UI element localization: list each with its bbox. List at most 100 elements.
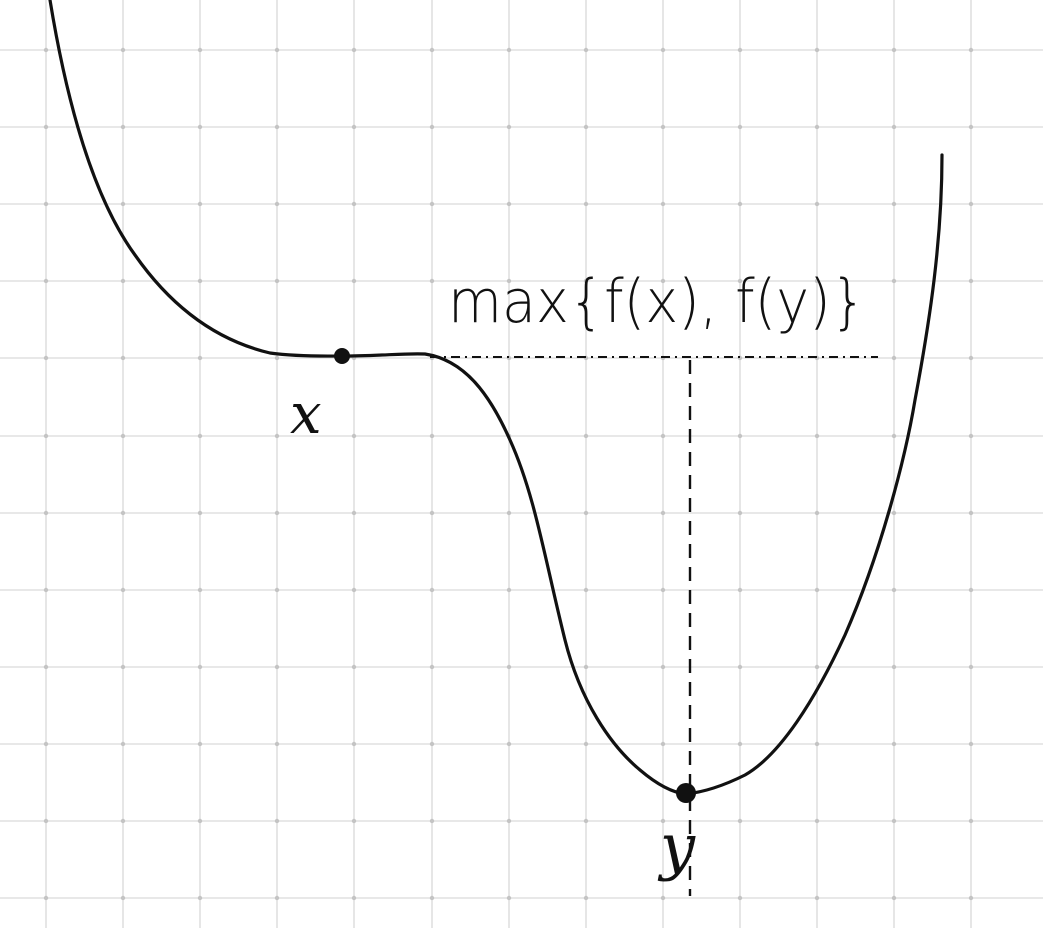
grid-intersection-dot xyxy=(660,664,666,670)
grid-intersection-dot xyxy=(891,741,897,747)
grid-intersection-dot xyxy=(660,278,666,284)
grid-intersection-dot xyxy=(506,510,512,516)
grid-intersection-dot xyxy=(197,47,203,53)
grid-intersection-dot xyxy=(351,124,357,130)
grid-intersection-dot xyxy=(891,510,897,516)
max-annotation-label: max{f(x), f(y)} xyxy=(448,267,866,337)
grid-intersection-dot xyxy=(968,47,974,53)
grid-intersection-dot xyxy=(274,895,280,901)
grid-intersection-dot xyxy=(120,201,126,207)
grid-intersection-dot xyxy=(737,664,743,670)
grid-intersection-dot xyxy=(197,587,203,593)
grid-intersection-dot xyxy=(351,510,357,516)
grid-intersection-dot xyxy=(968,510,974,516)
grid-intersection-dot xyxy=(197,818,203,824)
grid-intersection-dot xyxy=(120,47,126,53)
grid-intersection-dot xyxy=(814,510,820,516)
grid-intersection-dot xyxy=(737,895,743,901)
grid-intersection-dot xyxy=(660,201,666,207)
grid-intersection-dot xyxy=(120,355,126,361)
grid-intersection-dot xyxy=(120,433,126,439)
grid-intersection-dot xyxy=(583,201,589,207)
grid-intersection-dot xyxy=(429,741,435,747)
grid-intersection-dot xyxy=(120,510,126,516)
grid-intersection-dot xyxy=(737,741,743,747)
grid-intersection-dot xyxy=(351,664,357,670)
grid-intersection-dot xyxy=(737,201,743,207)
grid-intersection-dot xyxy=(891,201,897,207)
grid-intersection-dot xyxy=(737,433,743,439)
grid-intersection-dot xyxy=(737,124,743,130)
grid-intersection-dot xyxy=(583,510,589,516)
grid-intersection-dot xyxy=(429,510,435,516)
grid-intersection-dot xyxy=(814,587,820,593)
grid-intersection-dot xyxy=(660,587,666,593)
grid-intersection-dot xyxy=(891,818,897,824)
grid-intersection-dot xyxy=(506,741,512,747)
grid-intersection-dot xyxy=(583,664,589,670)
grid-intersection-dot xyxy=(274,587,280,593)
grid-intersection-dot xyxy=(43,278,49,284)
grid-intersection-dot xyxy=(120,895,126,901)
grid-intersection-dot xyxy=(506,587,512,593)
grid-intersection-dot xyxy=(968,818,974,824)
grid-intersection-dot xyxy=(583,47,589,53)
grid-intersection-dot xyxy=(429,124,435,130)
grid-intersection-dot xyxy=(429,818,435,824)
grid-intersection-dot xyxy=(429,278,435,284)
grid-intersection-dot xyxy=(274,278,280,284)
grid-intersection-dot xyxy=(737,818,743,824)
grid-intersection-dot xyxy=(660,124,666,130)
grid-intersection-dot xyxy=(814,278,820,284)
grid-intersection-dot xyxy=(583,278,589,284)
grid-intersection-dot xyxy=(274,433,280,439)
grid-intersection-dot xyxy=(120,741,126,747)
grid-intersection-dot xyxy=(968,278,974,284)
grid-intersection-dot xyxy=(814,124,820,130)
grid-intersection-dot xyxy=(274,818,280,824)
grid-intersection-dot xyxy=(351,47,357,53)
grid-intersection-dot xyxy=(274,510,280,516)
grid-intersection-dot xyxy=(891,895,897,901)
grid-intersection-dot xyxy=(197,433,203,439)
grid-intersection-dot xyxy=(968,124,974,130)
grid-intersection-dot xyxy=(891,47,897,53)
grid-intersection-dot xyxy=(737,510,743,516)
grid-intersection-dot xyxy=(274,47,280,53)
grid-intersection-dot xyxy=(43,47,49,53)
point-x-marker xyxy=(334,348,350,364)
grid-intersection-dot xyxy=(891,433,897,439)
grid-intersection-dot xyxy=(506,124,512,130)
grid-intersection-dot xyxy=(968,587,974,593)
grid-intersection-dot xyxy=(43,587,49,593)
grid-intersection-dot xyxy=(197,510,203,516)
grid-intersection-dot xyxy=(120,124,126,130)
grid-intersection-dot xyxy=(43,124,49,130)
grid-intersection-dot xyxy=(43,355,49,361)
grid-intersection-dot xyxy=(660,47,666,53)
grid-intersection-dot xyxy=(737,278,743,284)
grid-intersection-dot xyxy=(351,818,357,824)
grid-intersection-dot xyxy=(891,587,897,593)
grid-intersection-dot xyxy=(968,741,974,747)
grid-intersection-dot xyxy=(506,664,512,670)
grid-intersection-dot xyxy=(506,47,512,53)
grid-intersection-dot xyxy=(274,124,280,130)
grid-intersection-dot xyxy=(583,433,589,439)
grid-intersection-dot xyxy=(583,124,589,130)
grid-intersection-dot xyxy=(506,818,512,824)
grid-intersection-dot xyxy=(814,664,820,670)
point-x-label: x xyxy=(290,382,322,447)
grid-intersection-dot xyxy=(351,278,357,284)
grid-intersection-dot xyxy=(197,664,203,670)
grid-intersection-dot xyxy=(968,201,974,207)
grid-intersection-dot xyxy=(660,818,666,824)
grid-intersection-dot xyxy=(274,201,280,207)
grid-intersection-dot xyxy=(660,741,666,747)
grid-intersection-dot xyxy=(274,664,280,670)
grid-intersection-dot xyxy=(43,818,49,824)
grid-intersection-dot xyxy=(351,201,357,207)
grid-intersection-dot xyxy=(429,664,435,670)
